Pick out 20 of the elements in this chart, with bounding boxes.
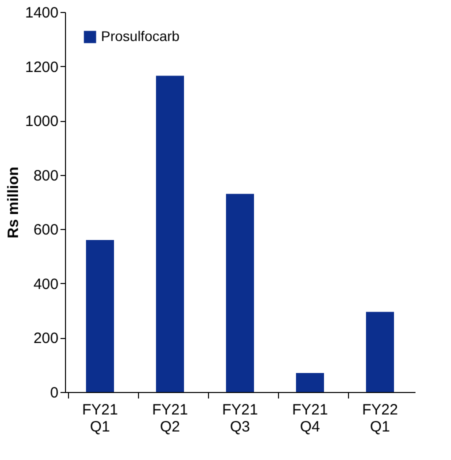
bar [86,240,114,392]
x-tick-label: FY21 Q3 [222,402,258,436]
y-tick-label: 1400 [25,4,58,22]
y-tick-label: 0 [50,384,58,402]
y-tick-label: 1200 [25,58,58,76]
bar [296,373,324,392]
x-tick-label: FY22 Q1 [362,402,398,436]
y-tick-label: 200 [33,330,58,348]
y-tick-label: 400 [33,276,58,293]
x-tick-label: FY21 Q2 [152,402,188,436]
x-tick-label: FY21 Q4 [292,402,328,436]
legend-label: Prosulfocarb [101,28,180,44]
y-axis-title: Rs million [5,166,22,238]
bar [366,312,394,392]
x-tick-label: FY21 Q1 [82,402,118,436]
bar [226,194,254,392]
y-tick-label: 600 [33,222,58,239]
y-tick-label: 1000 [25,113,58,130]
y-tick-label: 800 [33,167,58,184]
bar [156,76,184,392]
